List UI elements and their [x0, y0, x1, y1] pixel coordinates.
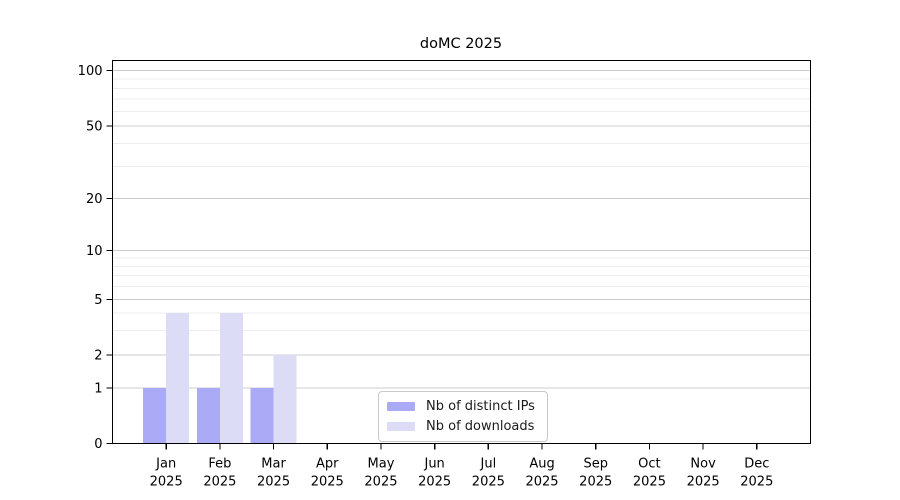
x-tick-label-month: Jan	[155, 457, 176, 472]
y-tick-label: 5	[94, 293, 102, 308]
bar-distinct-ips-feb	[196, 388, 220, 444]
y-tick-label: 0	[94, 437, 102, 452]
y-tick-label: 2	[94, 348, 102, 363]
bar-distinct-ips-mar	[250, 388, 274, 444]
x-tick-label-month: Oct	[638, 457, 660, 472]
x-tick-label-year: 2025	[687, 475, 720, 490]
x-tick-label-year: 2025	[150, 475, 183, 490]
legend-item-downloads: Nb of downloads	[387, 417, 535, 436]
x-tick-label-month: Dec	[744, 457, 769, 472]
y-tick-label: 50	[86, 119, 103, 134]
y-tick-label: 20	[86, 192, 103, 207]
x-tick-label-month: Jul	[480, 457, 497, 472]
x-tick-label-year: 2025	[203, 475, 236, 490]
x-tick-label-month: Mar	[261, 457, 286, 472]
x-tick-label-month: Aug	[529, 457, 554, 472]
bar-downloads-mar	[273, 355, 297, 444]
legend-swatch-distinct-ips	[387, 402, 415, 411]
x-tick-label-year: 2025	[418, 475, 451, 490]
legend-label-distinct-ips: Nb of distinct IPs	[426, 399, 535, 414]
y-tick-label: 10	[86, 244, 103, 259]
x-tick-label-month: Jun	[423, 457, 444, 472]
x-tick-label-year: 2025	[311, 475, 344, 490]
x-tick-label-month: May	[368, 457, 395, 472]
chart-title: doMC 2025	[419, 36, 503, 52]
legend-swatch-downloads	[387, 422, 415, 431]
legend: Nb of distinct IPs Nb of downloads	[378, 391, 548, 442]
x-tick-label-year: 2025	[740, 475, 773, 490]
x-tick-label-year: 2025	[633, 475, 666, 490]
x-tick-label-month: Apr	[316, 457, 339, 472]
bar-downloads-feb	[219, 313, 243, 444]
y-tick-label: 1	[94, 381, 102, 396]
x-tick-label-year: 2025	[579, 475, 612, 490]
x-tick-label-month: Feb	[208, 457, 231, 472]
x-tick-label-year: 2025	[525, 475, 558, 490]
x-tick-label-year: 2025	[257, 475, 290, 490]
x-tick-label-year: 2025	[472, 475, 505, 490]
bar-downloads-jan	[166, 313, 190, 444]
plot-border	[111, 59, 812, 445]
legend-label-downloads: Nb of downloads	[426, 419, 535, 434]
bar-distinct-ips-jan	[143, 388, 167, 444]
x-tick-label-month: Nov	[690, 457, 716, 472]
x-tick-label-year: 2025	[364, 475, 397, 490]
y-tick-label: 100	[78, 64, 103, 79]
x-tick-label-month: Sep	[583, 457, 608, 472]
legend-item-distinct-ips: Nb of distinct IPs	[387, 397, 535, 416]
